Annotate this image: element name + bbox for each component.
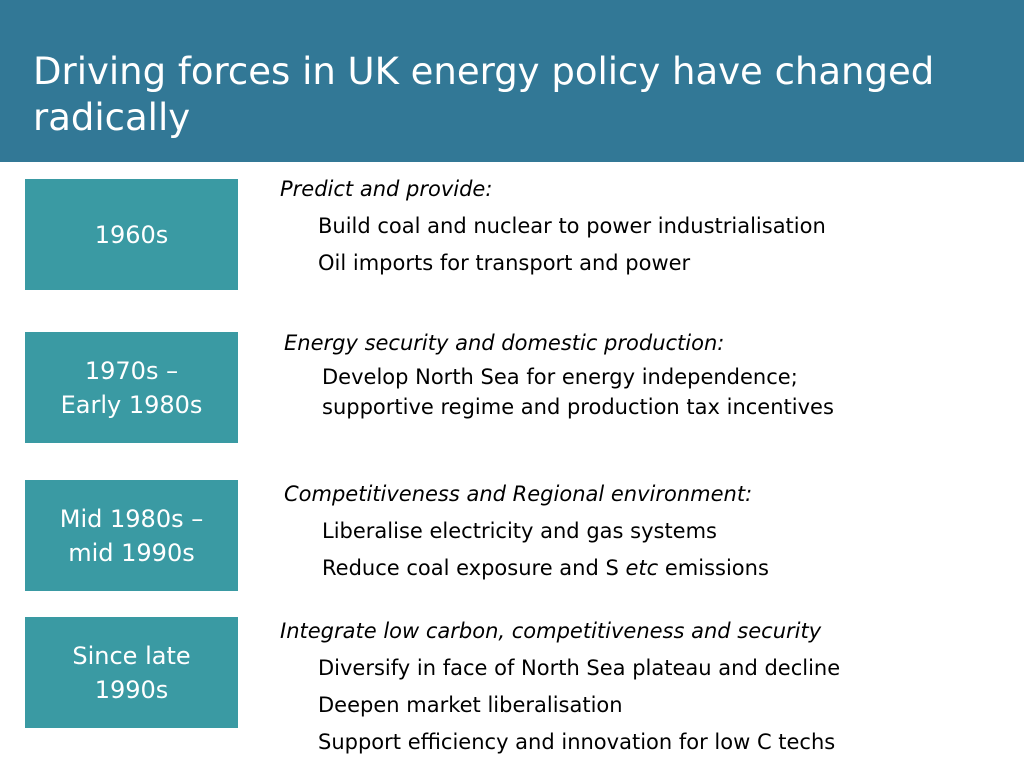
era-box-since-late-1990s: Since late 1990s bbox=[25, 617, 238, 728]
item-text: Reduce coal exposure and S bbox=[322, 556, 626, 580]
period-item: Oil imports for transport and power bbox=[318, 251, 691, 275]
period-item: Diversify in face of North Sea plateau a… bbox=[318, 656, 841, 680]
period-block-1960s: Predict and provide: Build coal and nucl… bbox=[280, 171, 826, 282]
period-block-mid-1980s: Competitiveness and Regional environment… bbox=[284, 476, 769, 587]
period-item: Support efficiency and innovation for lo… bbox=[318, 730, 836, 754]
period-item: Liberalise electricity and gas systems bbox=[322, 519, 717, 543]
era-box-mid-1980s: Mid 1980s – mid 1990s bbox=[25, 480, 238, 591]
period-heading: Integrate low carbon, competitiveness an… bbox=[280, 619, 822, 643]
era-box-1970s: 1970s – Early 1980s bbox=[25, 332, 238, 443]
era-box-1960s: 1960s bbox=[25, 179, 238, 290]
period-item-emissions: Reduce coal exposure and S etc emissions bbox=[284, 550, 769, 587]
period-block-1970s: Energy security and domestic production:… bbox=[284, 325, 834, 422]
period-block-since-late-1990s: Integrate low carbon, competitiveness an… bbox=[280, 613, 840, 761]
period-heading: Energy security and domestic production: bbox=[284, 331, 725, 355]
slide-title: Driving forces in UK energy policy have … bbox=[33, 50, 935, 139]
period-item: Develop North Sea for energy independenc… bbox=[322, 365, 798, 389]
item-text: emissions bbox=[658, 556, 769, 580]
period-item: Deepen market liberalisation bbox=[318, 693, 623, 717]
title-bar: Driving forces in UK energy policy have … bbox=[0, 0, 1024, 162]
period-item: supportive regime and production tax inc… bbox=[322, 395, 834, 419]
item-emphasis: etc bbox=[625, 556, 659, 580]
period-heading: Competitiveness and Regional environment… bbox=[284, 482, 753, 506]
period-heading: Predict and provide: bbox=[280, 177, 493, 201]
period-item: Build coal and nuclear to power industri… bbox=[318, 214, 826, 238]
